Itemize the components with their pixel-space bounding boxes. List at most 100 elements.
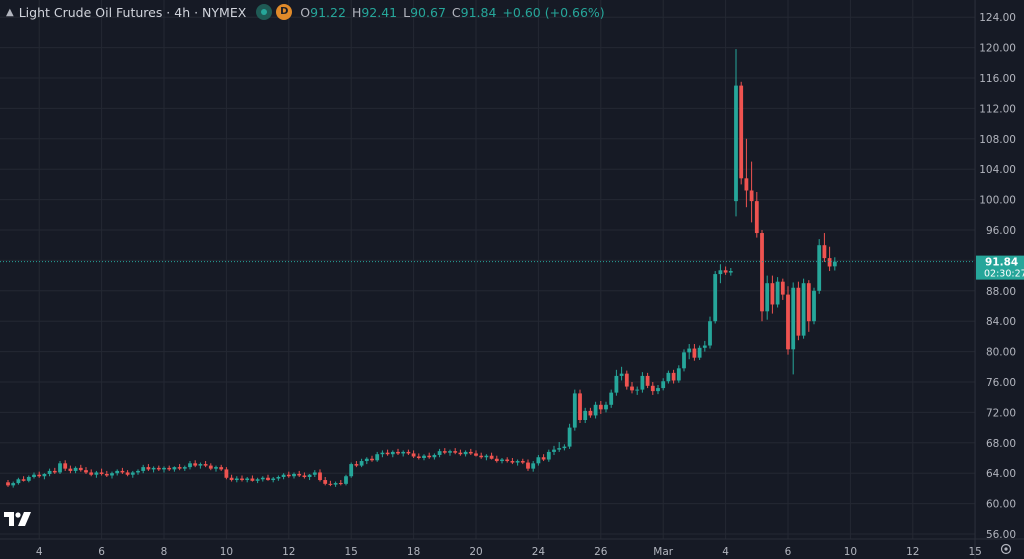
- candle: [422, 454, 426, 461]
- candle: [734, 49, 738, 217]
- candle: [770, 275, 775, 314]
- candle: [588, 407, 593, 418]
- candle: [375, 451, 380, 462]
- candle: [255, 477, 260, 484]
- candle: [437, 448, 442, 458]
- candle: [84, 467, 88, 474]
- candle: [749, 161, 754, 223]
- candle: [276, 475, 281, 481]
- price-axis[interactable]: 56.00 60.00 64.00 68.00 72.00 76.00 80.00 84.00…: [979, 12, 1016, 541]
- candle: [58, 461, 62, 474]
- candle: [6, 480, 10, 487]
- candle: [510, 458, 515, 465]
- candle: [520, 458, 525, 465]
- data-badge[interactable]: D: [276, 4, 293, 20]
- candle: [640, 372, 645, 393]
- time-axis[interactable]: 4 6 8 10 12 15 18 20 24 26 Mar 4 6 10 12 15: [36, 546, 982, 558]
- candle: [650, 382, 655, 395]
- candle: [344, 474, 348, 486]
- candle: [240, 475, 244, 482]
- candle: [266, 474, 270, 481]
- candle: [146, 464, 151, 471]
- candle: [786, 286, 790, 355]
- candle: [453, 448, 458, 455]
- gear-icon[interactable]: [1000, 543, 1012, 555]
- candle: [16, 477, 21, 485]
- last-price-tag: 91.84 02:30:27: [976, 255, 1024, 280]
- candle: [292, 472, 296, 479]
- candle: [676, 365, 681, 383]
- y-tick-label: 108.00: [979, 134, 1016, 146]
- candle: [406, 449, 411, 455]
- high-label: H: [351, 4, 362, 20]
- candle: [281, 473, 286, 480]
- y-tick-label: 56.00: [986, 529, 1016, 541]
- candle: [156, 465, 161, 471]
- candle: [827, 246, 832, 272]
- candle: [713, 271, 718, 324]
- market-status-icon[interactable]: [256, 4, 273, 20]
- candle: [162, 466, 166, 473]
- x-tick-label: 24: [532, 546, 546, 558]
- candle: [562, 444, 567, 451]
- x-tick-label: 12: [282, 546, 295, 558]
- high-value: 92.41: [361, 4, 398, 20]
- candle: [500, 458, 504, 464]
- candle: [739, 81, 744, 185]
- candle: [177, 464, 182, 471]
- y-tick-label: 100.00: [979, 195, 1016, 207]
- candle: [687, 344, 692, 360]
- candle: [801, 278, 806, 339]
- symbol-title[interactable]: Light Crude Oil Futures · 4h · NYMEX: [18, 4, 247, 20]
- candle: [593, 401, 598, 419]
- low-value: 90.67: [410, 4, 446, 20]
- candle: [364, 457, 369, 465]
- candle: [11, 481, 16, 488]
- candle: [515, 459, 520, 466]
- candle: [370, 455, 374, 462]
- candle: [416, 453, 421, 460]
- candle: [598, 401, 603, 414]
- collapse-caret-icon[interactable]: ▲: [6, 6, 14, 18]
- candle: [130, 470, 135, 478]
- candle: [115, 469, 120, 476]
- candle: [286, 471, 291, 478]
- y-tick-label: 72.00: [986, 407, 1016, 419]
- last-price-tag-background: [976, 255, 1024, 280]
- candle: [349, 462, 354, 478]
- candle: [302, 472, 307, 479]
- candle: [832, 257, 837, 271]
- candle: [619, 366, 624, 381]
- low-label: L: [403, 4, 411, 20]
- candle: [630, 382, 634, 394]
- candle: [359, 458, 364, 468]
- candle: [718, 264, 723, 284]
- candle: [754, 192, 759, 238]
- y-tick-label: 112.00: [979, 103, 1016, 115]
- candle: [624, 370, 629, 390]
- candle: [229, 474, 234, 482]
- candle: [26, 475, 31, 483]
- candle: [396, 448, 400, 455]
- candle: [505, 457, 510, 463]
- candle: [47, 468, 52, 477]
- candle: [812, 287, 816, 325]
- candle: [120, 467, 125, 474]
- y-tick-label: 104.00: [979, 164, 1016, 176]
- y-tick-label: 124.00: [979, 12, 1016, 24]
- candle: [609, 389, 614, 408]
- candle: [182, 465, 187, 471]
- candle: [208, 463, 213, 471]
- x-tick-label: 8: [161, 546, 168, 558]
- candle: [546, 449, 551, 462]
- candle: [552, 445, 556, 455]
- x-tick-label: 6: [98, 546, 105, 558]
- candle: [697, 345, 702, 360]
- tradingview-logo[interactable]: [3, 509, 35, 529]
- candle: [494, 455, 499, 463]
- candle: [489, 452, 494, 460]
- candle: [744, 138, 749, 208]
- candle: [536, 454, 541, 466]
